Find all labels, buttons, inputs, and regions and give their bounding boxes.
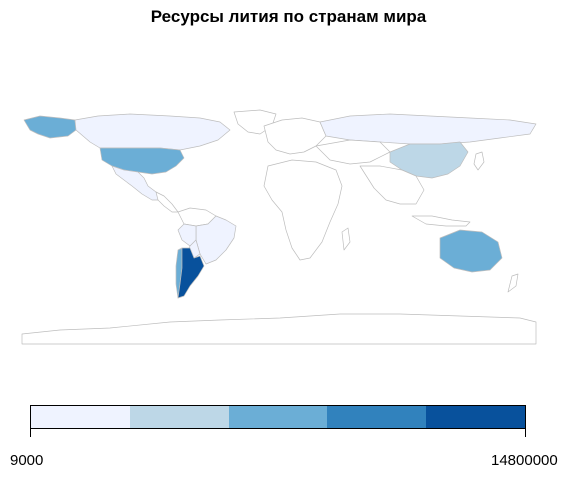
country-europe	[263, 117, 327, 155]
country-china	[389, 141, 469, 179]
legend-color-bar	[30, 405, 526, 429]
map-title: Ресурсы лития по странам мира	[150, 7, 427, 26]
legend-bin-2	[129, 406, 229, 428]
country-canada	[74, 113, 231, 151]
country-south-asia	[359, 165, 425, 205]
legend-bin-3	[228, 406, 328, 428]
country-antarctica	[21, 313, 537, 345]
country-alaska	[23, 115, 77, 139]
country-madagascar	[341, 227, 351, 251]
legend-bin-1	[31, 406, 130, 428]
country-africa	[263, 159, 343, 261]
country-japan	[473, 151, 485, 171]
country-indonesia	[411, 215, 471, 227]
legend-bin-4	[327, 406, 427, 428]
country-new-zealand	[507, 273, 519, 293]
legend-max-label: 14800000	[491, 452, 558, 469]
country-australia	[439, 229, 503, 273]
country-central-asia	[315, 139, 391, 165]
country-usa	[99, 147, 185, 175]
country-central-america	[155, 191, 179, 213]
legend-tick-max	[525, 429, 526, 437]
country-argentina	[177, 247, 205, 299]
legend-bin-5	[426, 406, 525, 428]
legend-min-label: 9000	[10, 452, 44, 469]
world-choropleth-map	[21, 109, 537, 345]
country-russia	[319, 113, 537, 145]
legend-tick-min	[30, 429, 31, 437]
